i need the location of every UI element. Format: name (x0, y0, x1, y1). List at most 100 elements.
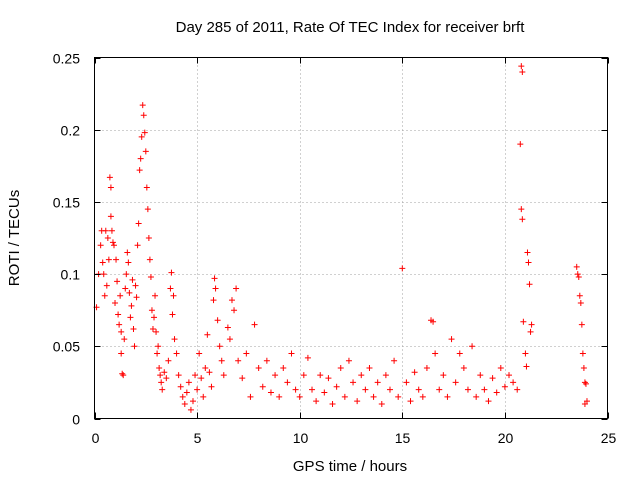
data-point (464, 386, 471, 393)
data-point (145, 235, 152, 241)
data-point (276, 393, 283, 400)
data-point (183, 389, 190, 396)
data-point (419, 393, 426, 400)
x-tick-label: 25 (601, 430, 617, 446)
data-point (128, 302, 135, 309)
data-point (411, 369, 418, 376)
data-point (444, 393, 451, 400)
data-point (169, 311, 176, 318)
data-point (135, 220, 142, 227)
data-point (102, 227, 109, 234)
data-point (118, 350, 125, 357)
data-point (175, 372, 182, 379)
data-point (202, 364, 209, 371)
x-axis-title: GPS time / hours (293, 458, 407, 475)
data-point (153, 328, 160, 335)
data-point (473, 393, 480, 400)
data-point (526, 281, 533, 288)
data-point (304, 354, 311, 361)
data-point (288, 350, 295, 357)
y-axis: 0 0.05 0.1 0.15 0.2 0.25 (53, 51, 608, 428)
data-point (485, 398, 492, 405)
data-point (115, 311, 122, 318)
data-point (506, 372, 513, 379)
data-point (497, 364, 504, 371)
data-point (436, 386, 443, 393)
data-point (173, 350, 180, 357)
data-point (440, 372, 447, 379)
data-point (216, 343, 223, 350)
data-point (127, 314, 134, 321)
data-point (520, 318, 527, 325)
data-point (350, 379, 357, 386)
data-point (259, 383, 266, 390)
data-point (116, 321, 123, 328)
data-point (575, 273, 582, 280)
data-point (206, 369, 213, 376)
data-point (501, 383, 508, 390)
data-point (226, 336, 233, 343)
data-point (155, 343, 162, 350)
data-point (358, 372, 365, 379)
data-point (292, 386, 299, 393)
data-point (97, 242, 104, 249)
data-point (112, 299, 119, 306)
data-point (251, 321, 258, 328)
data-point (185, 379, 192, 386)
data-point (179, 393, 186, 400)
y-tick-label: 0 (72, 412, 80, 428)
data-point (430, 318, 437, 325)
plot-frame (94, 57, 608, 419)
data-point (109, 239, 116, 246)
x-tick-label: 0 (92, 430, 100, 446)
data-point (100, 271, 107, 278)
data-point (163, 375, 170, 382)
data-point (581, 401, 588, 408)
data-point (149, 325, 156, 332)
data-point (157, 372, 164, 379)
data-point (382, 372, 389, 379)
data-point (192, 372, 199, 379)
data-point (170, 292, 177, 299)
data-point (573, 263, 580, 270)
data-point (134, 242, 141, 249)
data-point (239, 375, 246, 382)
data-point (296, 393, 303, 400)
data-point (518, 63, 525, 70)
data-point (104, 235, 111, 241)
data-point (161, 369, 168, 376)
y-axis-title: ROTI / TECUs (6, 190, 23, 286)
data-point (243, 350, 250, 357)
data-point (525, 259, 532, 266)
data-point (423, 364, 430, 371)
data-point (333, 383, 340, 390)
data-point (329, 401, 336, 408)
data-point (177, 383, 184, 390)
data-point (493, 389, 500, 396)
y-tick-label: 0.1 (61, 267, 81, 283)
data-point (341, 393, 348, 400)
data-point (378, 401, 385, 408)
data-point (337, 364, 344, 371)
data-point (165, 357, 172, 364)
data-point (469, 343, 476, 350)
data-point (187, 406, 194, 413)
data-point (140, 112, 147, 119)
data-point (208, 383, 215, 390)
data-point (313, 398, 320, 405)
data-point (113, 256, 120, 263)
data-point (181, 401, 188, 408)
x-tick-label: 15 (395, 430, 411, 446)
data-point (407, 398, 414, 405)
data-point (108, 227, 115, 234)
data-point (395, 393, 402, 400)
data-point (524, 249, 531, 256)
data-point (321, 389, 328, 396)
data-point (578, 321, 585, 328)
data-point (194, 386, 201, 393)
x-tick-label: 10 (293, 430, 309, 446)
data-point (386, 386, 393, 393)
data-point (132, 282, 139, 289)
data-point (345, 357, 352, 364)
